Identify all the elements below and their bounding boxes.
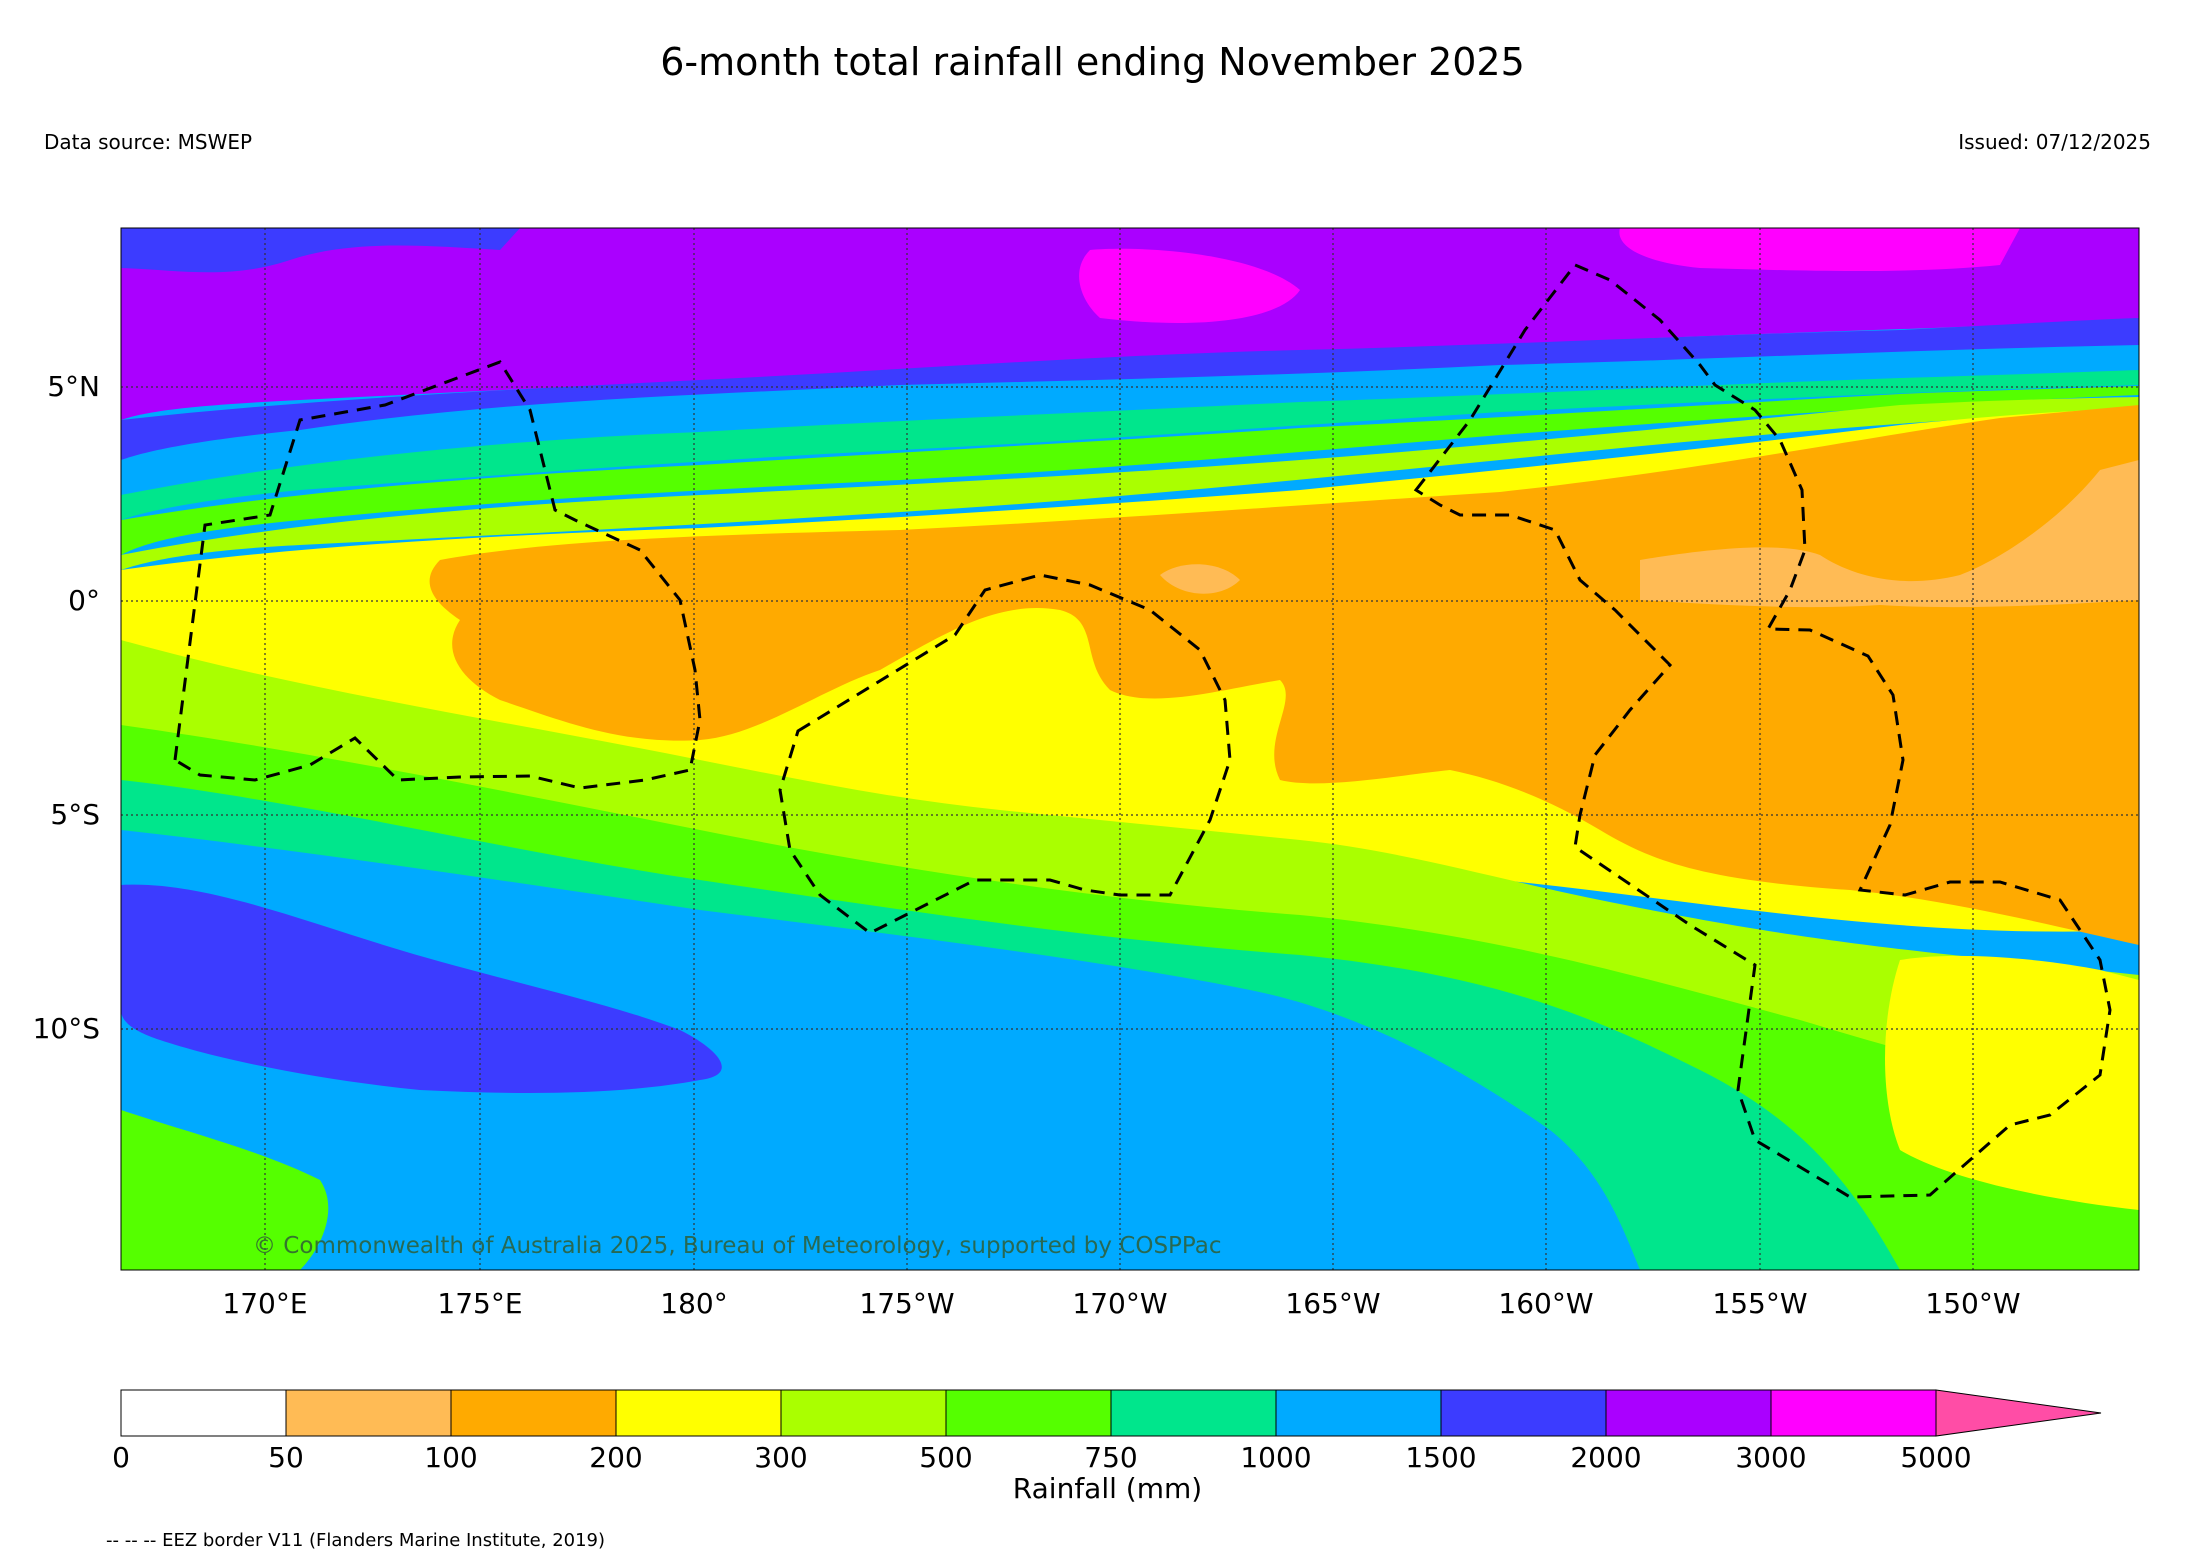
band-50-100-small	[1160, 564, 1240, 594]
band-1500-2000-nw	[121, 228, 520, 273]
colorbar-tick-label: 750	[1084, 1441, 1138, 1474]
band-50-100	[1640, 460, 2139, 608]
colorbar-extend-arrow	[1935, 1389, 2102, 1437]
x-tick-label: 170°E	[222, 1287, 308, 1320]
x-tick-label: 175°E	[437, 1287, 523, 1320]
colorbar-swatch	[1605, 1389, 1772, 1437]
colorbar-tick-label: 1000	[1240, 1441, 1312, 1474]
band-500-750-sw	[121, 1110, 329, 1270]
band-100-200	[429, 405, 2139, 945]
band-3000-5000-a	[1079, 248, 1300, 323]
colorbar-tick-label: 2000	[1570, 1441, 1642, 1474]
graticule	[121, 228, 2139, 1270]
eez-tuvalu	[173, 360, 702, 790]
band-1500-2000-south	[121, 884, 722, 1093]
x-tick-label: 165°W	[1285, 1287, 1381, 1320]
colorbar-swatch	[285, 1389, 452, 1437]
x-tick-label: 170°W	[1072, 1287, 1168, 1320]
colorbar-tick-label: 500	[919, 1441, 973, 1474]
band-300-500-north	[121, 397, 2139, 570]
band-1000-1500-south	[121, 830, 1640, 1270]
colorbar-tick-label: 3000	[1735, 1441, 1807, 1474]
colorbar	[120, 1389, 2102, 1437]
colorbar-tick-label: 50	[268, 1441, 304, 1474]
band-1500-2000-north	[121, 318, 2139, 460]
y-tick-label: 10°S	[32, 1012, 100, 1045]
y-tick-label: 5°N	[47, 370, 100, 403]
chart-title: 6-month total rainfall ending November 2…	[660, 40, 1525, 84]
x-tick-label: 160°W	[1498, 1287, 1594, 1320]
band-500-750-north	[121, 386, 2139, 555]
x-tick-label: 175°W	[859, 1287, 955, 1320]
colorbar-label: Rainfall (mm)	[1012, 1472, 1203, 1505]
colorbar-swatch	[450, 1389, 617, 1437]
colorbar-swatch	[615, 1389, 782, 1437]
colorbar-swatch	[945, 1389, 1112, 1437]
colorbar-tick-label: 200	[589, 1441, 643, 1474]
map-frame	[120, 227, 2140, 1271]
y-tick-label: 5°S	[50, 798, 100, 831]
x-tick-label: 180°	[660, 1287, 728, 1320]
rainfall-field	[121, 228, 2139, 1270]
x-tick-label: 155°W	[1712, 1287, 1808, 1320]
band-750-1000-north	[121, 370, 2139, 520]
eez-legend-note: -- -- -- EEZ border V11 (Flanders Marine…	[106, 1530, 606, 1551]
colorbar-tick-label: 5000	[1900, 1441, 1972, 1474]
issued-date-label: Issued: 07/12/2025	[1958, 130, 2151, 154]
copyright-credit: © Commonwealth of Australia 2025, Bureau…	[253, 1233, 1222, 1259]
x-tick-label: 150°W	[1925, 1287, 2021, 1320]
colorbar-swatch	[1770, 1389, 1937, 1437]
colorbar-tick-label: 300	[754, 1441, 808, 1474]
eez-borders	[173, 263, 2112, 1199]
colorbar-tick-label: 0	[112, 1441, 130, 1474]
colorbar-swatch	[780, 1389, 947, 1437]
band-1000-1500-north	[121, 348, 2139, 495]
colorbar-swatch	[120, 1389, 287, 1437]
colorbar-tick-label: 1500	[1405, 1441, 1477, 1474]
band-3000-5000-b	[1619, 228, 2020, 272]
data-source-label: Data source: MSWEP	[44, 130, 253, 154]
colorbar-swatch	[1440, 1389, 1607, 1437]
colorbar-swatch	[1275, 1389, 1442, 1437]
y-tick-label: 0°	[68, 584, 100, 617]
eez-tokelau	[778, 573, 1232, 935]
band-200-300-se	[1885, 955, 2139, 1210]
colorbar-tick-label: 100	[424, 1441, 478, 1474]
eez-kiribati-phoenix-line	[1413, 263, 2112, 1199]
band-2000-3000-north	[121, 228, 2139, 420]
colorbar-swatch	[1110, 1389, 1277, 1437]
